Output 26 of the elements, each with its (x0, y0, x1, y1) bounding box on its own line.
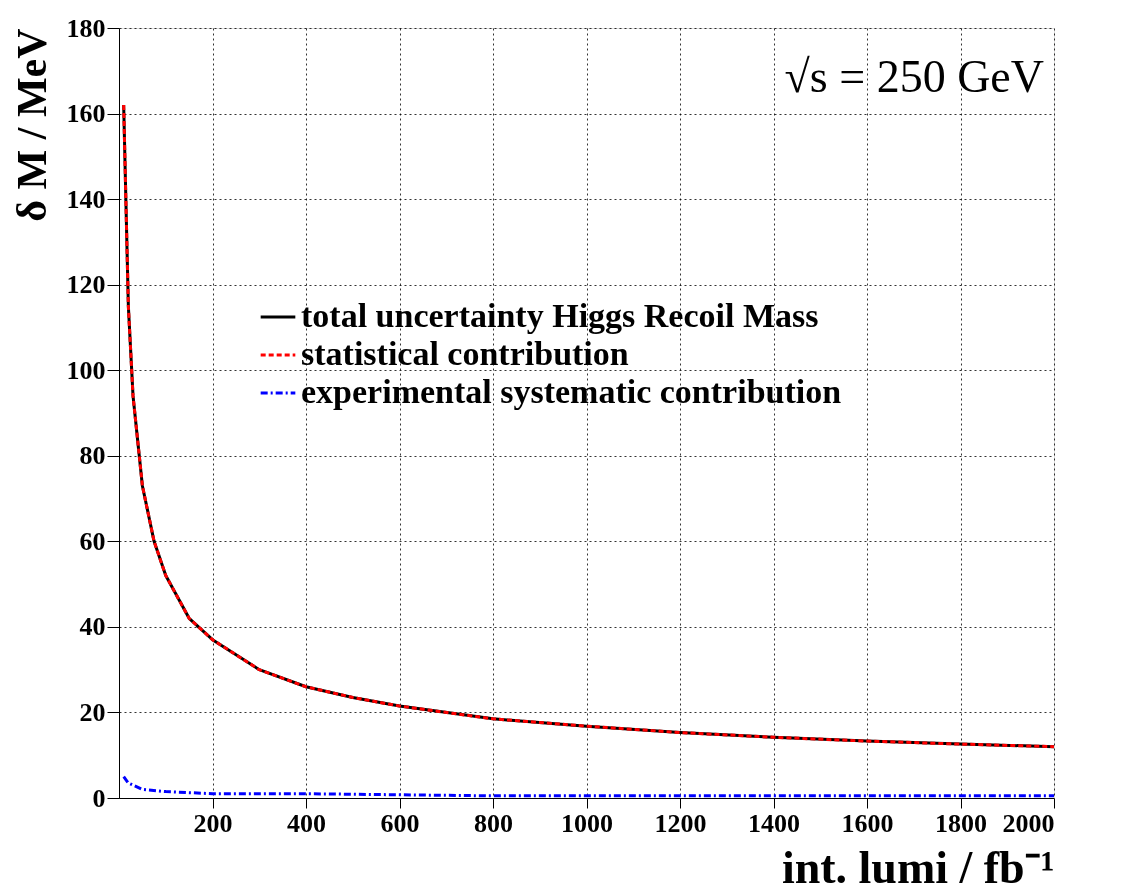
y-tick-label: 100 (66, 355, 106, 385)
x-tick-label: 400 (287, 808, 326, 838)
x-tick-label: 1200 (654, 808, 707, 838)
y-tick-label: 120 (66, 270, 106, 300)
y-tick-label: 180 (66, 13, 106, 43)
x-tick-label: 800 (474, 808, 513, 838)
legend-label: total uncertainty Higgs Recoil Mass (301, 297, 819, 334)
y-tick-label: 80 (79, 441, 106, 471)
x-tick-label: 200 (193, 808, 233, 838)
y-tick-label: 160 (66, 99, 106, 129)
x-tick-label: 2000 (1002, 808, 1055, 838)
annotation: √s = 250 GeV (784, 51, 1044, 102)
y-tick-label: 20 (79, 697, 106, 727)
y-tick-label: 0 (92, 783, 106, 813)
legend-label: experimental systematic contribution (301, 373, 842, 410)
y-tick-label: 60 (79, 526, 106, 556)
x-axis-title: int. lumi / fb⁻¹ (781, 841, 1055, 893)
legend-label: statistical contribution (301, 335, 629, 372)
y-axis-title: δ M / MeV (8, 28, 55, 222)
y-tick-label: 40 (79, 612, 106, 642)
y-tick-label: 140 (66, 184, 106, 214)
x-tick-label: 1800 (935, 808, 987, 838)
x-tick-label: 600 (380, 808, 420, 838)
x-tick-label: 1000 (561, 808, 613, 838)
x-tick-label: 1600 (841, 808, 894, 838)
x-tick-label: 1400 (748, 808, 800, 838)
